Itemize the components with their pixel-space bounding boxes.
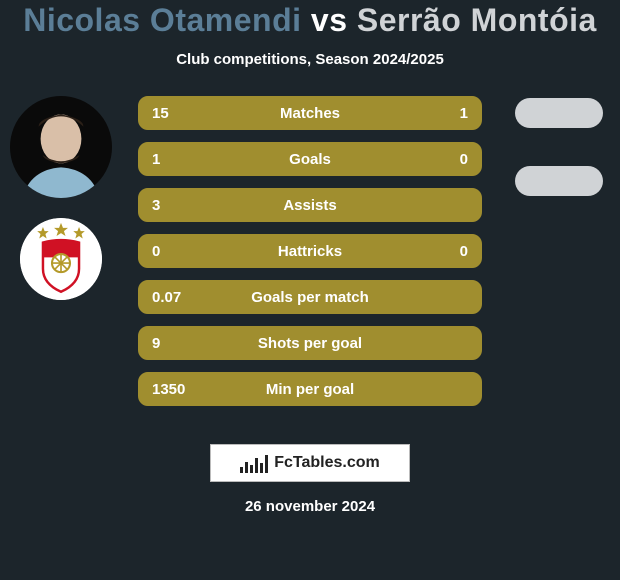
title-vs: vs (311, 2, 348, 38)
stat-row: 1 Goals 0 (138, 142, 482, 176)
stat-row: 0.07 Goals per match (138, 280, 482, 314)
footer-date: 26 november 2024 (0, 498, 620, 515)
stat-left-value: 9 (152, 335, 192, 352)
player-avatar-icon (10, 96, 112, 198)
player1-club-badge (20, 218, 102, 300)
stat-right-value: 0 (428, 151, 468, 168)
player2-pill-2 (515, 166, 603, 196)
stat-left-value: 0.07 (152, 289, 192, 306)
stat-row: 3 Assists (138, 188, 482, 222)
subtitle: Club competitions, Season 2024/2025 (0, 51, 620, 68)
stat-row: 15 Matches 1 (138, 96, 482, 130)
player2-name: Serrão Montóia (357, 2, 597, 38)
stat-left-value: 1 (152, 151, 192, 168)
club-badge-icon (20, 218, 102, 300)
player1-name: Nicolas Otamendi (23, 2, 301, 38)
player1-avatar (10, 96, 112, 198)
stat-row: 0 Hattricks 0 (138, 234, 482, 268)
stat-right-value: 1 (428, 105, 468, 122)
stat-left-value: 3 (152, 197, 192, 214)
stat-right-value: 0 (428, 243, 468, 260)
stat-left-value: 1350 (152, 381, 192, 398)
comparison-infographic: Nicolas Otamendi vs Serrão Montóia Club … (0, 0, 620, 580)
stat-row: 1350 Min per goal (138, 372, 482, 406)
stat-rows: 15 Matches 1 1 Goals 0 3 Assists 0 Hattr… (138, 96, 482, 406)
footer-bars-icon (240, 453, 268, 473)
stat-left-value: 15 (152, 105, 192, 122)
right-column (504, 96, 614, 196)
stat-row: 9 Shots per goal (138, 326, 482, 360)
stat-left-value: 0 (152, 243, 192, 260)
footer-logo: FcTables.com (210, 444, 410, 482)
stats-area: 15 Matches 1 1 Goals 0 3 Assists 0 Hattr… (0, 96, 620, 426)
footer-site: FcTables.com (274, 454, 380, 472)
player2-pill-1 (515, 98, 603, 128)
left-column (6, 96, 116, 300)
page-title: Nicolas Otamendi vs Serrão Montóia (0, 2, 620, 39)
